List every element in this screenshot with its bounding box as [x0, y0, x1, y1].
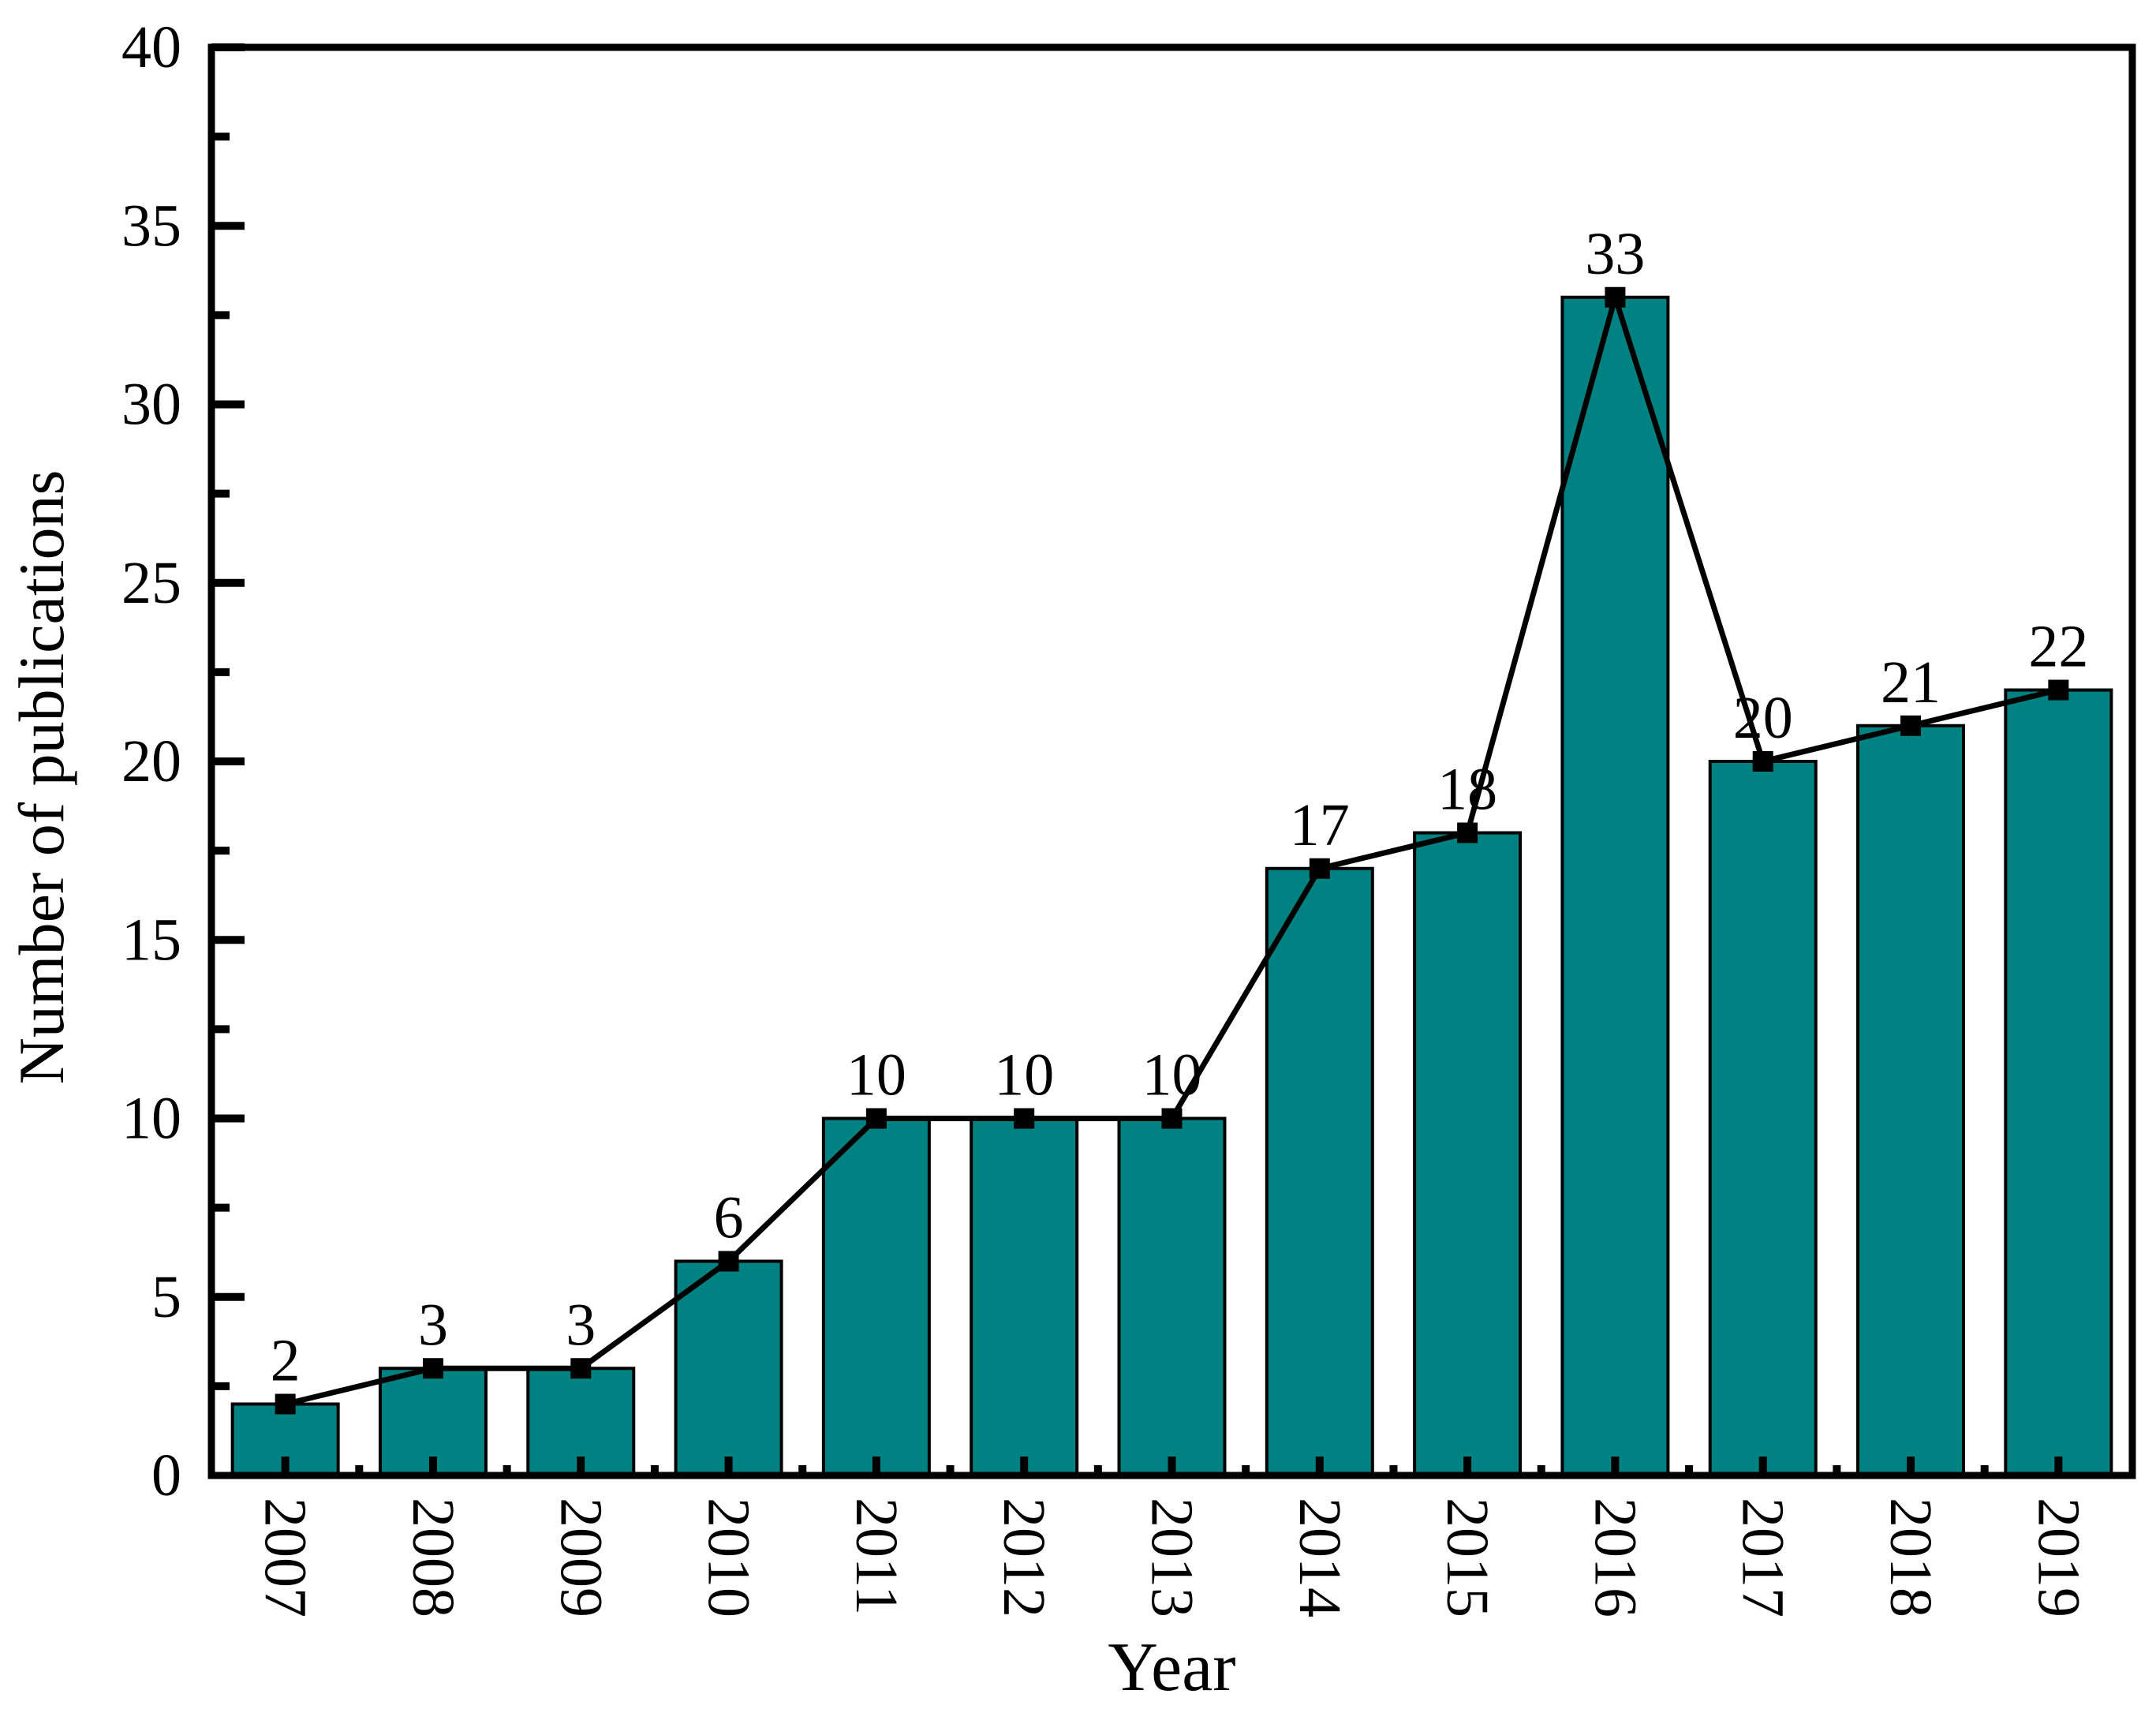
value-label-2009: 3 [566, 1292, 596, 1358]
x-tick-label-2014: 2014 [1287, 1498, 1353, 1617]
y-axis-title: Number of publications [6, 470, 77, 1085]
value-label-2011: 10 [846, 1042, 906, 1109]
value-label-2013: 10 [1142, 1042, 1202, 1109]
marker-2011 [865, 1108, 887, 1129]
x-axis-ticks [281, 1457, 2063, 1475]
x-tick-label-2009: 2009 [547, 1498, 614, 1617]
y-tick-label-25: 25 [121, 550, 181, 616]
y-tick-label-35: 35 [121, 193, 181, 259]
value-label-2015: 18 [1437, 757, 1497, 823]
y-tick-label-20: 20 [121, 728, 181, 795]
y-tick-label-15: 15 [121, 907, 181, 973]
value-label-2014: 17 [1290, 792, 1350, 858]
bar-2016 [1560, 295, 1670, 1477]
y-axis-tick-labels: 0 5 10 15 20 25 30 35 40 [121, 14, 181, 1509]
y-tick-label-5: 5 [151, 1264, 181, 1330]
value-label-2010: 6 [714, 1185, 744, 1251]
marker-2010 [718, 1251, 739, 1272]
x-tick-label-2011: 2011 [843, 1498, 910, 1615]
trend-line-markers [275, 286, 2069, 1415]
x-axis-title: Year [1108, 1629, 1235, 1706]
value-label-2019: 22 [2028, 614, 2088, 680]
value-label-2016: 33 [1585, 221, 1645, 287]
value-label-2018: 21 [1881, 649, 1941, 716]
bar-2018 [1856, 724, 1966, 1477]
x-tick-label-2013: 2013 [1139, 1498, 1205, 1617]
marker-2013 [1161, 1108, 1183, 1129]
x-tick-label-2015: 2015 [1434, 1498, 1500, 1617]
x-tick-label-2018: 2018 [1878, 1498, 1944, 1617]
value-label-2012: 10 [994, 1042, 1054, 1109]
y-tick-label-0: 0 [151, 1442, 181, 1509]
bars-series [230, 295, 2113, 1477]
x-tick-label-2017: 2017 [1730, 1498, 1796, 1617]
x-tick-label-2019: 2019 [2025, 1498, 2091, 1617]
bar-2013 [1117, 1116, 1227, 1477]
bar-2011 [821, 1116, 931, 1477]
marker-2009 [570, 1358, 592, 1379]
y-axis-ticks [211, 43, 245, 1390]
marker-2007 [275, 1393, 296, 1415]
x-tick-label-2007: 2007 [252, 1498, 319, 1617]
bar-2017 [1708, 760, 1818, 1477]
x-tick-label-2016: 2016 [1582, 1498, 1648, 1617]
marker-2015 [1457, 822, 1478, 843]
x-tick-label-2012: 2012 [991, 1498, 1057, 1617]
value-label-2007: 2 [271, 1328, 301, 1394]
marker-2016 [1605, 286, 1626, 308]
y-tick-label-10: 10 [121, 1086, 181, 1152]
marker-2014 [1309, 858, 1330, 879]
value-label-2017: 20 [1733, 685, 1793, 751]
bar-2019 [2004, 688, 2113, 1477]
x-tick-label-2008: 2008 [400, 1498, 466, 1617]
bar-2015 [1413, 831, 1523, 1477]
value-label-2008: 3 [418, 1292, 448, 1358]
y-tick-label-30: 30 [121, 372, 181, 438]
bar-2014 [1265, 866, 1374, 1477]
x-tick-label-2010: 2010 [696, 1498, 762, 1617]
bar-2010 [674, 1259, 783, 1477]
x-axis-tick-labels: 2007 2008 2009 2010 2011 2012 2013 2014 2015 2016… [252, 1498, 2092, 1617]
marker-2019 [2048, 679, 2069, 701]
bar-2012 [970, 1116, 1079, 1477]
y-tick-label-40: 40 [121, 14, 181, 80]
marker-2017 [1752, 751, 1773, 772]
marker-2012 [1014, 1108, 1035, 1129]
marker-2018 [1900, 715, 1922, 736]
marker-2008 [422, 1358, 443, 1379]
